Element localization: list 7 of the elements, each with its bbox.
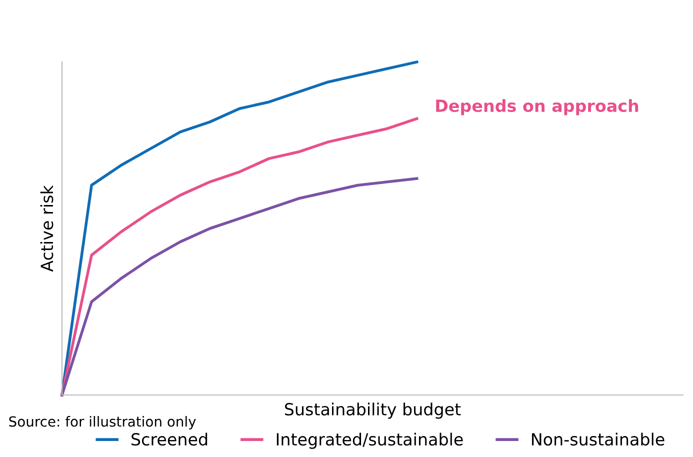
x-axis-title: Sustainability budget xyxy=(284,402,461,419)
legend-label: Integrated/sustainable xyxy=(276,432,463,449)
legend-label: Non-sustainable xyxy=(532,432,664,446)
annotation: Depends on approach xyxy=(436,99,638,116)
y-axis-title: Active risk xyxy=(40,185,54,272)
legend-label: Screened xyxy=(132,432,208,446)
source-note: Source: for illustration only xyxy=(9,416,196,430)
